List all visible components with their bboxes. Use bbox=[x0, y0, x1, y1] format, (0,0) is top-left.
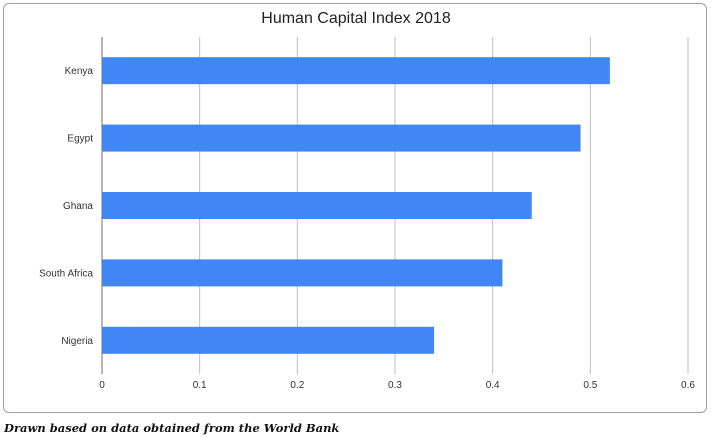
y-category-label: Kenya bbox=[65, 66, 94, 77]
x-tick-label: 0.3 bbox=[388, 380, 402, 391]
y-category-label: South Africa bbox=[39, 268, 93, 279]
chart-svg: Human Capital Index 2018 0 0.1 0.2 0.3 0.4 0.… bbox=[39, 10, 695, 391]
x-tick-label: 0.2 bbox=[290, 380, 304, 391]
bar-south-africa bbox=[102, 259, 503, 287]
bar-kenya bbox=[102, 57, 610, 85]
x-tick-label: 0.4 bbox=[486, 380, 500, 391]
x-axis: 0 0.1 0.2 0.3 0.4 0.5 0.6 bbox=[99, 380, 695, 391]
bar-egypt bbox=[102, 124, 581, 152]
x-tick-label: 0.6 bbox=[681, 380, 695, 391]
chart-title: Human Capital Index 2018 bbox=[261, 10, 451, 27]
bar-nigeria bbox=[102, 326, 435, 354]
source-caption: Drawn based on data obtained from the Wo… bbox=[4, 421, 340, 435]
y-category-label: Egypt bbox=[67, 134, 93, 145]
y-category-label: Nigeria bbox=[61, 336, 93, 347]
bar-ghana bbox=[102, 192, 532, 219]
x-tick-label: 0.1 bbox=[193, 380, 207, 391]
y-category-label: Ghana bbox=[63, 201, 93, 212]
y-axis: Kenya Egypt Ghana South Africa Nigeria bbox=[39, 66, 93, 347]
x-tick-label: 0.5 bbox=[583, 380, 597, 391]
x-tick-label: 0 bbox=[99, 380, 105, 391]
bars bbox=[102, 57, 610, 354]
